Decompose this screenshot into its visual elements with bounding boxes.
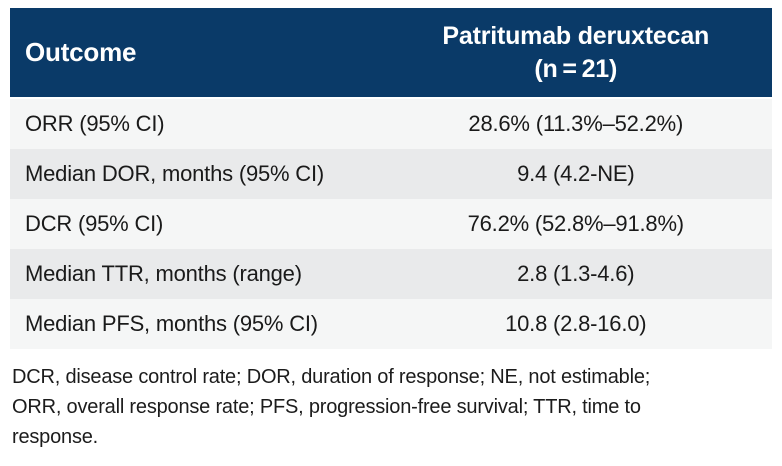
footnote-line: response. xyxy=(12,426,99,448)
footnote-line: DCR, disease control rate; DOR, duration… xyxy=(12,366,651,388)
row-label: Median TTR, months (range) xyxy=(25,261,302,286)
footnote-line: ORR, overall response rate; PFS, progres… xyxy=(12,396,641,418)
header-outcome: Outcome xyxy=(25,37,137,67)
row-value: 10.8 (2.8-16.0) xyxy=(505,311,647,336)
row-value: 9.4 (4.2-NE) xyxy=(517,161,635,186)
table-row: Median PFS, months (95% CI) 10.8 (2.8-16… xyxy=(10,299,772,349)
table-row: Median TTR, months (range) 2.8 (1.3-4.6) xyxy=(10,249,772,299)
results-table: Outcome Patritumab deruxtecan (n = 21) O… xyxy=(10,8,772,452)
abbreviations-footnote: DCR, disease control rate; DOR, duration… xyxy=(10,349,772,452)
table-row: DCR (95% CI) 76.2% (52.8%–91.8%) xyxy=(10,199,772,249)
header-treatment-n: (n = 21) xyxy=(534,54,618,83)
header-treatment: Patritumab deruxtecan (n = 21) xyxy=(380,8,772,97)
row-value: 2.8 (1.3-4.6) xyxy=(517,261,635,286)
table-row: ORR (95% CI) 28.6% (11.3%–52.2%) xyxy=(10,99,772,149)
row-value: 28.6% (11.3%–52.2%) xyxy=(468,111,684,136)
table-header-row: Outcome Patritumab deruxtecan (n = 21) xyxy=(10,8,772,97)
row-label: Median PFS, months (95% CI) xyxy=(25,311,318,336)
table-row: Median DOR, months (95% CI) 9.4 (4.2-NE) xyxy=(10,149,772,199)
header-treatment-name: Patritumab deruxtecan xyxy=(442,21,710,50)
row-value: 76.2% (52.8%–91.8%) xyxy=(467,211,685,236)
row-label: Median DOR, months (95% CI) xyxy=(25,161,325,186)
row-label: DCR (95% CI) xyxy=(25,211,164,236)
row-label: ORR (95% CI) xyxy=(25,111,165,136)
